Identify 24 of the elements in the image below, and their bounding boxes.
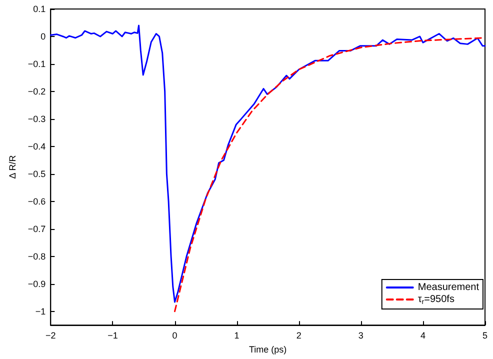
x-tick-label: 4	[420, 330, 426, 341]
x-tick-label: −2	[46, 330, 56, 341]
y-tick-label: 0.1	[33, 4, 46, 14]
x-tick-label: −1	[108, 330, 118, 341]
y-tick-label: −0.1	[28, 58, 46, 69]
x-tick-label: 0	[172, 330, 178, 341]
x-tick-label: 3	[358, 330, 364, 341]
x-tick-label: 2	[296, 330, 302, 341]
legend-label: Measurement	[418, 282, 480, 293]
x-axis-title: Time (ps)	[249, 344, 287, 354]
y-tick-label: −0.9	[28, 278, 46, 289]
y-axis-title: Δ R/R	[8, 154, 18, 179]
y-tick-label: −0.4	[28, 141, 46, 152]
y-tick-label: −1	[35, 306, 46, 316]
y-tick-label: −0.5	[28, 168, 46, 179]
x-tick-label: 5	[482, 330, 488, 341]
y-tick-label: 0	[40, 31, 46, 42]
y-tick-label: −0.2	[28, 86, 46, 96]
y-tick-label: −0.7	[28, 224, 46, 234]
y-tick-label: −0.3	[28, 114, 46, 124]
line-series	[50, 24, 486, 303]
y-tick-label: −0.6	[28, 196, 46, 206]
x-tick-label: 1	[234, 330, 240, 341]
y-tick-label: −0.8	[28, 251, 46, 262]
